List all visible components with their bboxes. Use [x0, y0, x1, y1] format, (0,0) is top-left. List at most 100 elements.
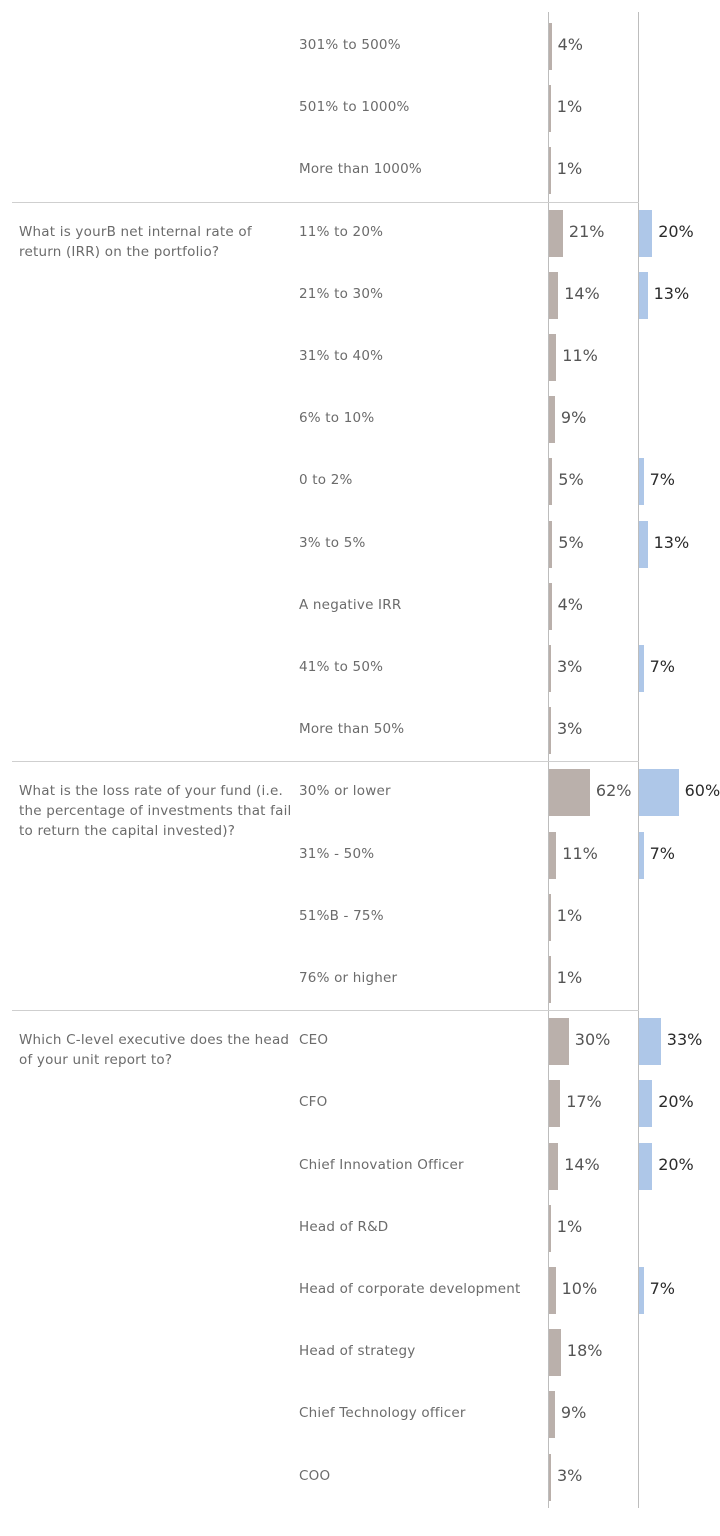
series-b-value-label: 13% — [653, 533, 690, 552]
table-row: 0 to 2% 5% 7% — [0, 450, 720, 512]
table-row: 51%В - 75% 1% — [0, 886, 720, 948]
series-a-value-label: 30% — [574, 1030, 611, 1049]
series-a-bar — [549, 85, 551, 132]
series-a-value-label: 11% — [562, 346, 598, 365]
table-row: Chief Innovation Officer 14% 20% — [0, 1135, 720, 1197]
series-b-value-label: 7% — [649, 844, 675, 863]
series-b-value-label: 20% — [658, 1155, 694, 1174]
series-b-bar — [639, 458, 644, 505]
series-a-bar — [549, 1391, 555, 1438]
series-b-value-label: 13% — [653, 284, 690, 303]
row-label: 0 to 2% — [299, 472, 353, 488]
table-row: 31% - 50% 11% 7% — [0, 824, 720, 886]
row-label: 301% to 500% — [299, 37, 401, 53]
series-a-value-label: 14% — [564, 1155, 600, 1174]
series-a-bar — [549, 1267, 556, 1314]
table-row: 6% to 10% 9% — [0, 388, 720, 450]
series-b-bar — [639, 210, 653, 257]
series-b-axis-line — [638, 12, 639, 1508]
series-a-bar — [549, 1018, 569, 1065]
series-b-value-label: 20% — [658, 1092, 694, 1111]
series-a-value-label: 1% — [556, 968, 583, 987]
series-a-bar — [549, 707, 551, 754]
series-b-bar — [639, 1080, 653, 1127]
table-row: A negative IRR 4% — [0, 575, 720, 637]
series-a-bar — [549, 1205, 551, 1252]
series-a-value-label: 11% — [562, 844, 598, 863]
table-row: 76% or higher 1% — [0, 948, 720, 1010]
row-label: 6% to 10% — [299, 410, 375, 426]
series-a-value-label: 3% — [557, 719, 583, 738]
row-label: 76% or higher — [299, 970, 398, 986]
series-a-value-label: 4% — [557, 595, 583, 614]
series-b-bar — [639, 769, 679, 816]
series-a-bar — [549, 521, 553, 568]
series-a-bar — [549, 396, 555, 443]
series-b-value-label: 60% — [684, 781, 720, 800]
table-row: 501% to 1000% 1% — [0, 77, 720, 139]
table-row: 301% to 500% 4% — [0, 15, 720, 77]
series-a-value-label: 5% — [558, 533, 584, 552]
row-label: 31% - 50% — [299, 846, 375, 862]
group-divider — [12, 761, 639, 762]
table-row: 41% to 50% 3% 7% — [0, 637, 720, 699]
table-row: CEO 30% 33% — [0, 1010, 720, 1072]
series-b-bar — [639, 832, 644, 879]
series-a-bar — [549, 832, 557, 879]
series-a-bar — [549, 645, 551, 692]
row-label: 31% to 40% — [299, 348, 384, 364]
series-a-value-label: 17% — [566, 1092, 602, 1111]
series-a-bar — [549, 147, 551, 194]
row-label: 11% to 20% — [299, 224, 384, 240]
row-label: Head of R&D — [299, 1219, 389, 1235]
group-divider — [12, 202, 639, 203]
series-a-value-label: 62% — [595, 781, 632, 800]
series-a-value-label: 1% — [556, 906, 583, 925]
series-b-bar — [639, 645, 644, 692]
series-a-value-label: 10% — [561, 1279, 598, 1298]
table-row: 3% to 5% 5% 13% — [0, 513, 720, 575]
question-text: What is the loss rate of your fund (i.e.… — [19, 783, 292, 839]
table-row: 30% or lower 62% 60% — [0, 761, 720, 823]
series-a-value-label: 9% — [560, 1403, 587, 1422]
table-row: CFO 17% 20% — [0, 1072, 720, 1134]
series-a-value-label: 9% — [560, 408, 587, 427]
row-label: 3% to 5% — [299, 535, 366, 551]
series-b-bar — [639, 1143, 653, 1190]
row-label: CFO — [299, 1094, 328, 1110]
series-a-bar — [549, 769, 590, 816]
series-a-bar — [549, 1329, 561, 1376]
series-a-bar — [549, 1454, 551, 1501]
table-row: Head of corporate development 10% 7% — [0, 1259, 720, 1321]
row-label: Chief Innovation Officer — [299, 1157, 464, 1173]
series-a-bar — [549, 458, 553, 505]
series-a-bar — [549, 1080, 561, 1127]
table-row: 11% to 20% 21% 20% — [0, 202, 720, 264]
series-b-bar — [639, 1267, 644, 1314]
table-row: COO 3% — [0, 1446, 720, 1508]
row-label: 21% to 30% — [299, 286, 384, 302]
series-a-bar — [549, 583, 552, 630]
row-label: More than 50% — [299, 721, 405, 737]
series-a-value-label: 4% — [557, 35, 583, 54]
series-b-bar — [639, 521, 648, 568]
question-text: Which C-level executive does the head of… — [19, 1032, 290, 1068]
series-b-value-label: 7% — [649, 470, 675, 489]
table-row: Head of strategy 18% — [0, 1321, 720, 1383]
question-text: What is yourВ net internal rate of retur… — [19, 224, 252, 260]
series-a-bar — [549, 956, 551, 1003]
row-label: COO — [299, 1468, 331, 1484]
row-label: CEO — [299, 1032, 329, 1048]
table-row: 21% to 30% 14% 13% — [0, 264, 720, 326]
row-label: Chief Technology officer — [299, 1405, 466, 1421]
row-label: A negative IRR — [299, 597, 402, 613]
series-a-value-label: 1% — [556, 1217, 583, 1236]
row-label: 30% or lower — [299, 783, 391, 799]
row-label: 501% to 1000% — [299, 99, 410, 115]
series-b-value-label: 7% — [649, 1279, 675, 1298]
series-b-value-label: 20% — [658, 222, 694, 241]
row-label: 41% to 50% — [299, 659, 384, 675]
group-divider — [12, 1010, 639, 1011]
series-a-bar — [549, 23, 552, 70]
